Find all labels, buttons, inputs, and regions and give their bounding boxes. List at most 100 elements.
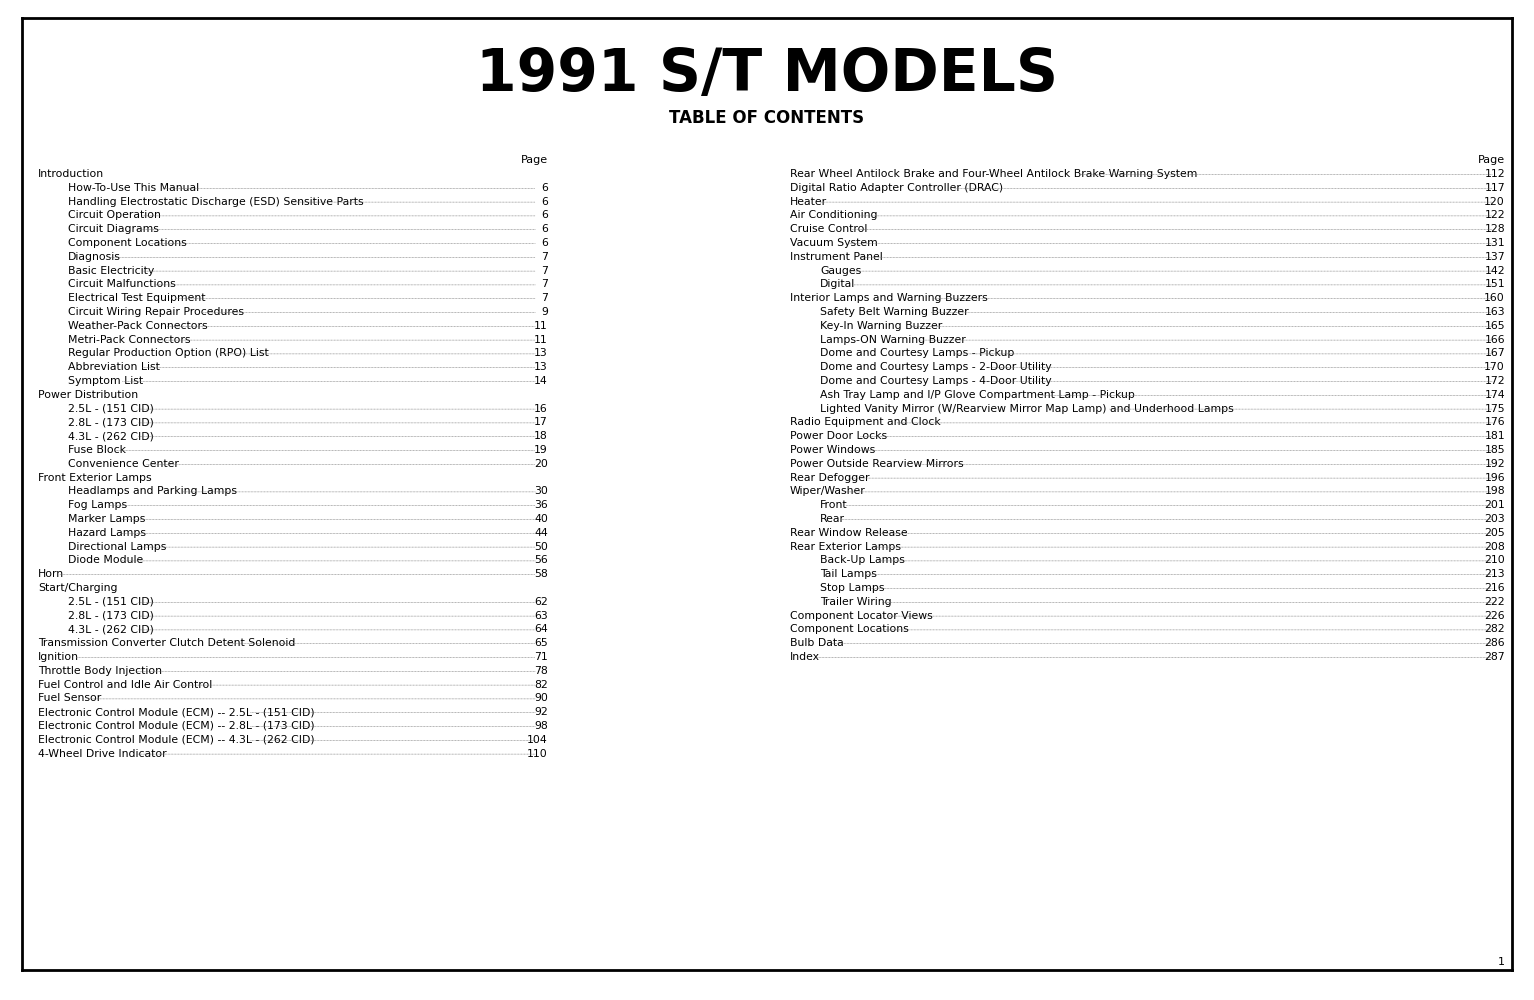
Text: Rear Exterior Lamps: Rear Exterior Lamps: [790, 542, 900, 552]
Text: 6: 6: [542, 238, 548, 248]
Text: 137: 137: [1485, 252, 1505, 262]
Text: 11: 11: [534, 335, 548, 345]
Text: 201: 201: [1485, 500, 1505, 510]
Text: Headlamps and Parking Lamps: Headlamps and Parking Lamps: [67, 486, 236, 496]
Text: 176: 176: [1485, 417, 1505, 427]
Text: 203: 203: [1485, 514, 1505, 524]
Text: Electrical Test Equipment: Electrical Test Equipment: [67, 293, 206, 303]
Text: Wiper/Washer: Wiper/Washer: [790, 486, 865, 496]
Text: 20: 20: [534, 459, 548, 469]
Text: 110: 110: [528, 749, 548, 759]
Text: Dome and Courtesy Lamps - Pickup: Dome and Courtesy Lamps - Pickup: [821, 348, 1014, 358]
Text: 166: 166: [1485, 335, 1505, 345]
Text: Electronic Control Module (ECM) -- 2.8L - (173 CID): Electronic Control Module (ECM) -- 2.8L …: [38, 721, 314, 731]
Text: Throttle Body Injection: Throttle Body Injection: [38, 666, 163, 676]
Text: Metri-Pack Connectors: Metri-Pack Connectors: [67, 335, 190, 345]
Text: 1: 1: [1499, 957, 1505, 967]
Text: 222: 222: [1485, 597, 1505, 607]
Text: 6: 6: [542, 210, 548, 220]
Text: 120: 120: [1485, 197, 1505, 207]
Text: Stop Lamps: Stop Lamps: [821, 583, 885, 593]
Text: 1991 S/T MODELS: 1991 S/T MODELS: [476, 46, 1058, 104]
Text: Key-In Warning Buzzer: Key-In Warning Buzzer: [821, 321, 942, 331]
Text: 13: 13: [534, 362, 548, 372]
Text: 205: 205: [1485, 528, 1505, 538]
Text: Circuit Diagrams: Circuit Diagrams: [67, 224, 160, 234]
Text: Digital Ratio Adapter Controller (DRAC): Digital Ratio Adapter Controller (DRAC): [790, 183, 1003, 193]
Text: 192: 192: [1485, 459, 1505, 469]
Text: 128: 128: [1485, 224, 1505, 234]
Text: 98: 98: [534, 721, 548, 731]
Text: 216: 216: [1485, 583, 1505, 593]
Text: 181: 181: [1485, 431, 1505, 441]
Text: Rear Wheel Antilock Brake and Four-Wheel Antilock Brake Warning System: Rear Wheel Antilock Brake and Four-Wheel…: [790, 169, 1198, 179]
Text: 226: 226: [1485, 611, 1505, 621]
Text: Radio Equipment and Clock: Radio Equipment and Clock: [790, 417, 940, 427]
Text: 210: 210: [1485, 555, 1505, 565]
Text: Introduction: Introduction: [38, 169, 104, 179]
Text: Interior Lamps and Warning Buzzers: Interior Lamps and Warning Buzzers: [790, 293, 988, 303]
Text: Rear Defogger: Rear Defogger: [790, 473, 870, 483]
Text: 16: 16: [534, 404, 548, 414]
Text: 90: 90: [534, 693, 548, 703]
Text: Safety Belt Warning Buzzer: Safety Belt Warning Buzzer: [821, 307, 968, 317]
Text: 19: 19: [534, 445, 548, 455]
Text: Gauges: Gauges: [821, 266, 861, 276]
Text: 131: 131: [1485, 238, 1505, 248]
Text: 165: 165: [1485, 321, 1505, 331]
Text: Bulb Data: Bulb Data: [790, 638, 844, 648]
Text: 11: 11: [534, 321, 548, 331]
Text: 104: 104: [528, 735, 548, 745]
Text: Cruise Control: Cruise Control: [790, 224, 867, 234]
Text: Electronic Control Module (ECM) -- 4.3L - (262 CID): Electronic Control Module (ECM) -- 4.3L …: [38, 735, 314, 745]
Text: 213: 213: [1485, 569, 1505, 579]
Text: 2.8L - (173 CID): 2.8L - (173 CID): [67, 611, 153, 621]
Text: 30: 30: [534, 486, 548, 496]
Text: Vacuum System: Vacuum System: [790, 238, 877, 248]
Text: 286: 286: [1485, 638, 1505, 648]
Text: Air Conditioning: Air Conditioning: [790, 210, 877, 220]
Text: How-To-Use This Manual: How-To-Use This Manual: [67, 183, 199, 193]
Text: Digital: Digital: [821, 279, 856, 289]
Text: 172: 172: [1485, 376, 1505, 386]
Text: 196: 196: [1485, 473, 1505, 483]
Text: Front Exterior Lamps: Front Exterior Lamps: [38, 473, 152, 483]
Text: 185: 185: [1485, 445, 1505, 455]
Text: Index: Index: [790, 652, 821, 662]
Text: Abbreviation List: Abbreviation List: [67, 362, 160, 372]
Text: 4.3L - (262 CID): 4.3L - (262 CID): [67, 431, 153, 441]
Text: Circuit Malfunctions: Circuit Malfunctions: [67, 279, 176, 289]
Text: Basic Electricity: Basic Electricity: [67, 266, 155, 276]
Text: 6: 6: [542, 224, 548, 234]
Text: 65: 65: [534, 638, 548, 648]
Text: 163: 163: [1485, 307, 1505, 317]
Text: 58: 58: [534, 569, 548, 579]
Text: 287: 287: [1485, 652, 1505, 662]
Text: Regular Production Option (RPO) List: Regular Production Option (RPO) List: [67, 348, 268, 358]
Text: Power Windows: Power Windows: [790, 445, 876, 455]
Text: 2.5L - (151 CID): 2.5L - (151 CID): [67, 404, 153, 414]
Text: Component Locations: Component Locations: [67, 238, 187, 248]
Text: Rear: Rear: [821, 514, 845, 524]
Text: 167: 167: [1485, 348, 1505, 358]
Text: 64: 64: [534, 624, 548, 634]
Text: 198: 198: [1485, 486, 1505, 496]
Text: 7: 7: [542, 266, 548, 276]
Text: Ash Tray Lamp and I/P Glove Compartment Lamp - Pickup: Ash Tray Lamp and I/P Glove Compartment …: [821, 390, 1135, 400]
Text: Power Distribution: Power Distribution: [38, 390, 138, 400]
Text: Page: Page: [1477, 155, 1505, 165]
Text: Lighted Vanity Mirror (W/Rearview Mirror Map Lamp) and Underhood Lamps: Lighted Vanity Mirror (W/Rearview Mirror…: [821, 404, 1233, 414]
Text: Handling Electrostatic Discharge (ESD) Sensitive Parts: Handling Electrostatic Discharge (ESD) S…: [67, 197, 364, 207]
Text: Tail Lamps: Tail Lamps: [821, 569, 877, 579]
Text: Front: Front: [821, 500, 848, 510]
Text: Circuit Operation: Circuit Operation: [67, 210, 161, 220]
Text: 112: 112: [1485, 169, 1505, 179]
Text: 50: 50: [534, 542, 548, 552]
Text: Start/Charging: Start/Charging: [38, 583, 118, 593]
Text: Symptom List: Symptom List: [67, 376, 143, 386]
Text: 7: 7: [542, 252, 548, 262]
Text: 151: 151: [1485, 279, 1505, 289]
Text: 14: 14: [534, 376, 548, 386]
Text: Power Outside Rearview Mirrors: Power Outside Rearview Mirrors: [790, 459, 963, 469]
Text: 13: 13: [534, 348, 548, 358]
